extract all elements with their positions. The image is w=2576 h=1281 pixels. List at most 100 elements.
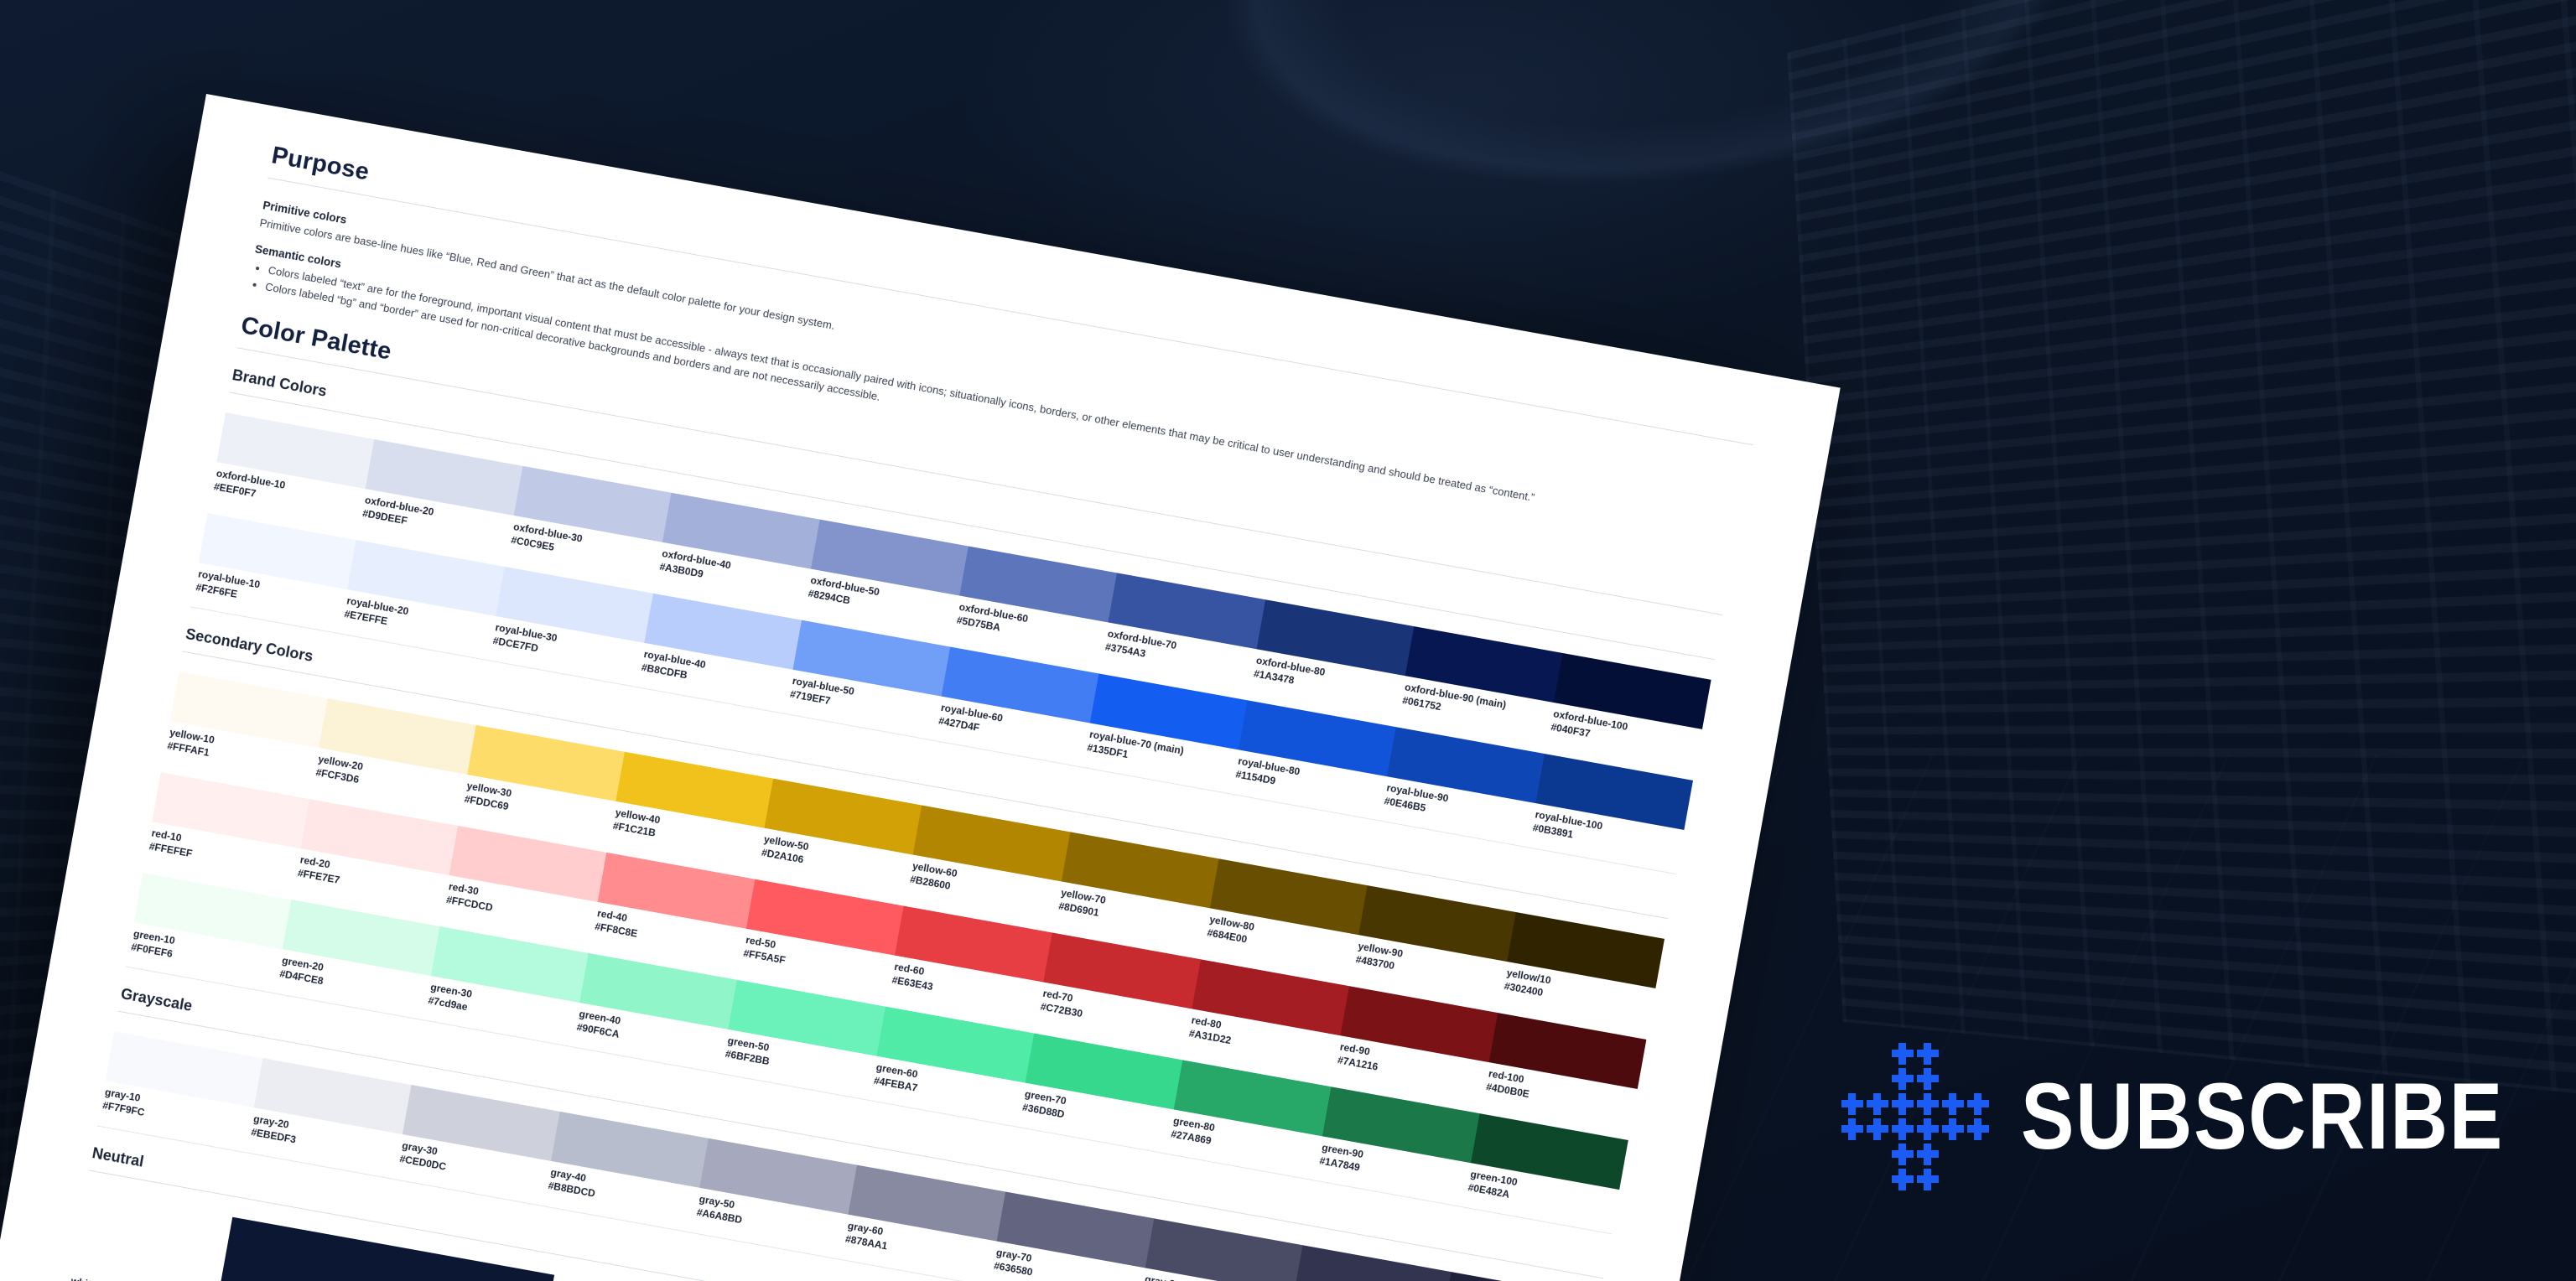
- swatch-yellow-20: yellow-20 #FCF3D6: [313, 698, 476, 806]
- swatch-hex: #8294CB: [807, 587, 852, 607]
- swatch-hex: #5D75BA: [955, 614, 1002, 634]
- swatch-gray-60: gray-60 #878AA1: [843, 1164, 1006, 1273]
- swatch-gray-80: gray-80: [1140, 1218, 1303, 1281]
- swatch-green-90: green-90 #1A7849: [1317, 1086, 1480, 1194]
- swatch-green-100: green-100 #0E482A: [1465, 1112, 1628, 1221]
- plus-grid-gap: [1867, 1144, 1888, 1165]
- plus-grid-gap: [1942, 1068, 1964, 1090]
- plus-grid-gap: [1867, 1068, 1888, 1090]
- swatch-yellow-90: yellow-90 #483700: [1353, 885, 1516, 993]
- swatch-hex: #7cd9ae: [427, 993, 469, 1013]
- swatch-hex: #F0FEF6: [130, 940, 174, 960]
- swatch-hex: #302400: [1503, 980, 1545, 999]
- swatch-hex: #6BF2BB: [724, 1047, 771, 1067]
- subscribe-cta[interactable]: SUBSCRIBE: [1841, 1043, 2576, 1190]
- plus-grid-gap: [1942, 1169, 1964, 1190]
- plus-grid-gap: [1967, 1169, 1989, 1190]
- swatch-green-20: green-20 #D4FCE8: [277, 899, 440, 1007]
- plus-glyph: [1892, 1118, 1914, 1140]
- plus-glyph: [1867, 1118, 1888, 1140]
- swatch-red-60: red-60 #E63E43: [889, 905, 1052, 1014]
- swatch-royal-blue-70 (main): royal-blue-70 (main) #135DF1: [1084, 673, 1248, 781]
- swatch-gray-50: gray-50 #A6A8BD: [694, 1138, 857, 1246]
- swatch-hex: #FF8C8E: [594, 920, 639, 940]
- plus-grid-gap: [1942, 1144, 1964, 1165]
- swatch-hex: #EEF0F7: [213, 480, 257, 500]
- swatch-red-70: red-70 #C72B30: [1037, 932, 1201, 1040]
- swatch-red-40: red-40 #FF8C8E: [592, 852, 756, 960]
- swatch-hex: #E63E43: [891, 973, 934, 993]
- swatch-green-60: green-60 #4FEBA7: [871, 1006, 1035, 1113]
- swatch-green-30: green-30 #7cd9ae: [425, 926, 589, 1034]
- plus-glyph: [1917, 1144, 1939, 1165]
- plus-pattern-icon: [1841, 1043, 1989, 1190]
- plus-glyph: [1967, 1093, 1989, 1115]
- swatch-royal-blue-60: royal-blue-60 #427D4F: [936, 646, 1099, 754]
- swatch-yellow-40: yellow-40 #F1C21B: [610, 752, 774, 859]
- swatch-hex: #8D6901: [1057, 900, 1100, 920]
- swatch-oxford-blue-80: oxford-blue-80 #1A3478: [1251, 599, 1415, 707]
- swatch-hex: #D4FCE8: [278, 967, 325, 987]
- swatch-hex: #719EF7: [789, 687, 832, 707]
- swatch-oxford-blue-20: oxford-blue-20 #D9DEEF: [360, 439, 523, 547]
- plus-grid-gap: [1841, 1144, 1863, 1165]
- swatch-royal-blue-50: royal-blue-50 #719EF7: [787, 620, 951, 727]
- swatch-color-block: [1293, 1245, 1452, 1281]
- swatch-hex: #DCE7FD: [491, 634, 540, 655]
- swatch-green-10: green-10 #F0FEF6: [128, 872, 292, 980]
- swatch-red-30: red-30 #FFCDCD: [444, 825, 607, 933]
- plus-glyph: [1917, 1169, 1939, 1190]
- swatch-green-50: green-50 #6BF2BB: [723, 979, 886, 1087]
- swatch-oxford-blue-70: oxford-blue-70 #3754A3: [1103, 573, 1266, 680]
- swatch-gray-10: gray-10 #F7F9FC: [100, 1031, 263, 1139]
- swatch-hex: #483700: [1354, 953, 1396, 972]
- plus-grid-gap: [1867, 1169, 1888, 1190]
- plus-glyph: [1917, 1068, 1939, 1090]
- swatch-oxford-blue-40: oxford-blue-40 #A3B0D9: [657, 492, 820, 600]
- swatch-yellow-60: yellow-60 #B28600: [907, 805, 1071, 913]
- swatch-hex: #D9DEEF: [361, 506, 408, 527]
- swatch-royal-blue-90: royal-blue-90 #0E46B5: [1381, 726, 1545, 834]
- plus-glyph: [1841, 1093, 1863, 1115]
- swatch-red-50: red-50 #FF5A5F: [740, 879, 904, 987]
- swatch-green-40: green-40 #90F6CA: [574, 952, 737, 1061]
- swatch-hex: #FFCDCD: [445, 893, 494, 914]
- swatch-hex: #F2F6FE: [195, 580, 239, 600]
- swatch-hex: #E7EFFE: [343, 607, 389, 627]
- swatch-oxford-blue-50: oxford-blue-50 #8294CB: [805, 519, 969, 627]
- swatch-yellow-10: yellow-10 #FFFAF1: [164, 672, 328, 780]
- swatch-hex: #CED0DC: [398, 1153, 448, 1173]
- swatch-color-block: [1145, 1218, 1303, 1281]
- swatch-hex: #B8BDCD: [547, 1180, 596, 1200]
- swatch-hex: #36D88D: [1021, 1101, 1066, 1120]
- swatch-yellow-30: yellow-30 #FDDC69: [461, 725, 625, 832]
- swatch-gray-70: gray-70 #636580: [991, 1191, 1155, 1281]
- swatch-yellow-80: yellow-80 #684E00: [1204, 858, 1368, 967]
- swatch-hex: #D2A106: [761, 846, 805, 866]
- swatch-hex: #C72B30: [1039, 1000, 1084, 1020]
- swatch-name: gray-80: [1144, 1273, 1182, 1281]
- plus-glyph: [1942, 1093, 1964, 1115]
- swatch-hex: #FF5A5F: [742, 946, 787, 967]
- swatch-royal-blue-20: royal-blue-20 #E7EFFE: [341, 539, 505, 647]
- swatch-red-90: red-90 #7A1216: [1335, 986, 1498, 1093]
- plus-grid-gap: [1867, 1043, 1888, 1065]
- plus-grid-gap: [1967, 1043, 1989, 1065]
- swatch-oxford-blue-30: oxford-blue-30 #C0C9E5: [508, 465, 672, 573]
- swatch-red-100: red-100 #4D0B0E: [1483, 1013, 1647, 1120]
- swatch-gray-20: gray-20 #EBEDF3: [248, 1058, 412, 1165]
- swatch-hex: #7A1216: [1337, 1054, 1379, 1073]
- plus-glyph: [1967, 1118, 1989, 1140]
- swatch-hex: #FFE7E7: [296, 867, 341, 886]
- plus-glyph: [1942, 1118, 1964, 1140]
- swatch-white: white#FFFFFF: [65, 1190, 210, 1281]
- plus-glyph: [1867, 1093, 1888, 1115]
- swatch-hex: #FFEFEF: [148, 840, 194, 860]
- plus-glyph: [1917, 1043, 1939, 1065]
- swatch-hex: #EBEDF3: [250, 1126, 297, 1146]
- swatch-hex: #FDDC69: [463, 793, 510, 813]
- swatch-hex: #1A7849: [1318, 1154, 1361, 1174]
- swatch-green-70: green-70 #36D88D: [1020, 1033, 1183, 1140]
- swatch-gray-40: gray-40 #B8BDCD: [545, 1112, 709, 1219]
- swatch-red-20: red-20 #FFE7E7: [295, 799, 459, 906]
